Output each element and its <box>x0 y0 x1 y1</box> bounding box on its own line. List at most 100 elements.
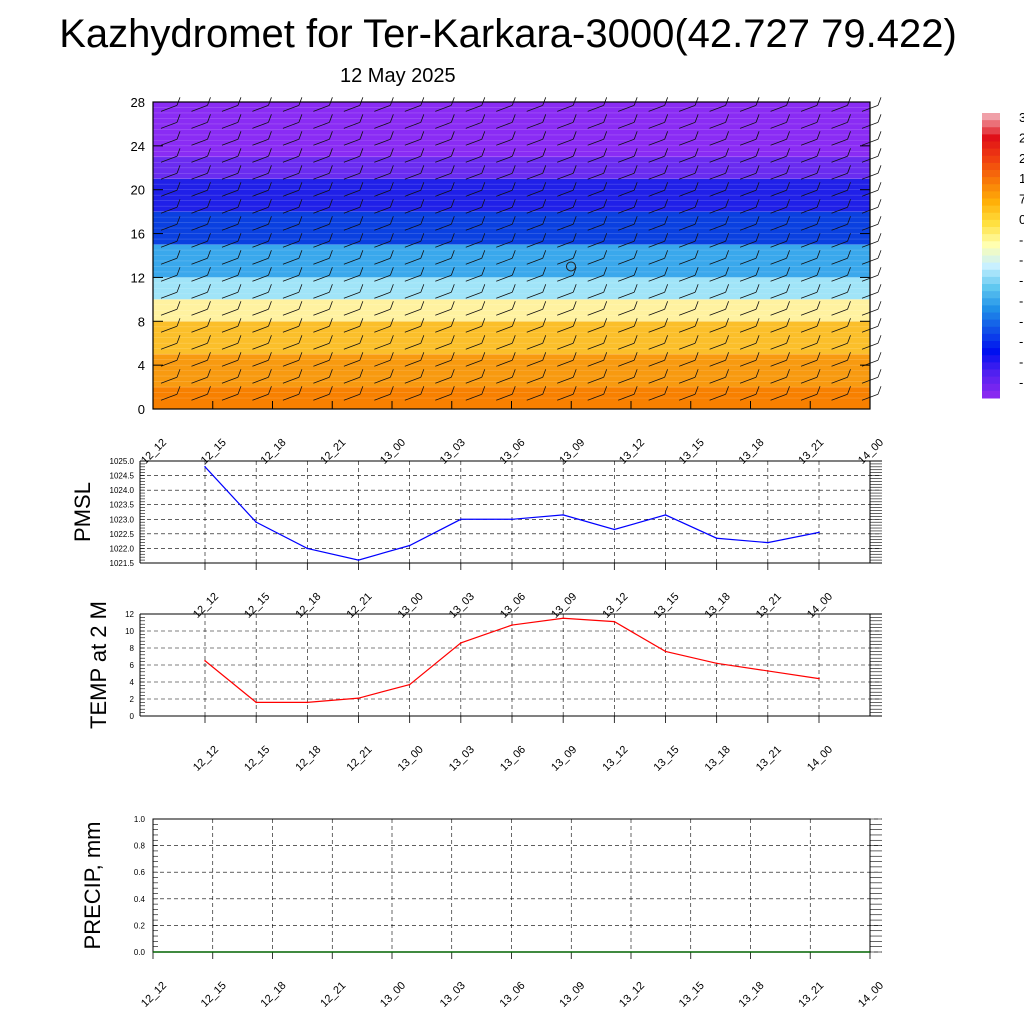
wind-barb-flag <box>207 131 211 140</box>
wind-barb-flag <box>481 284 486 293</box>
wind-barb-flag <box>664 182 669 191</box>
wind-barb-flag <box>268 216 272 225</box>
wind-barb <box>648 308 665 316</box>
wind-barb-flag <box>694 335 699 344</box>
wind-barb-flag <box>633 318 638 327</box>
wind-barb-flag <box>450 250 455 259</box>
wind-barb-flag <box>755 335 760 344</box>
wind-barb-flag <box>298 301 303 310</box>
colorbar-label: - <box>1019 375 1023 390</box>
wind-barb <box>404 121 421 129</box>
colorbar-label: - <box>1019 334 1023 349</box>
wind-barb <box>160 121 178 129</box>
wind-barb <box>739 104 757 112</box>
wind-barb-flag <box>420 148 425 157</box>
wind-barb <box>313 223 330 231</box>
wind-barb-flag <box>816 250 821 259</box>
wind-barb <box>496 342 513 350</box>
wind-barb <box>587 121 604 129</box>
y-tick-label: 1021.5 <box>110 559 135 568</box>
wind-barb <box>678 291 696 299</box>
colorbar: 3 2 2 1 7 0 - - - - - - - - <box>982 110 1024 399</box>
wind-barb-flag <box>603 97 608 106</box>
wind-barb <box>678 223 696 231</box>
wind-barb-flag <box>542 301 547 310</box>
wind-barb <box>282 189 300 197</box>
x-tick-label: 12_18 <box>259 437 289 467</box>
wind-barb <box>557 240 574 248</box>
x-tick-label: 12_15 <box>242 591 272 621</box>
wind-barb <box>221 172 239 180</box>
wind-barb <box>709 342 726 350</box>
wind-barb <box>618 223 635 231</box>
wind-barb-flag <box>877 352 882 361</box>
precip-panel: 0.0 0.2 0.4 0.6 0.8 1.0 12_12 12_15 12_18 12_21 13… <box>80 815 886 1010</box>
wind-barb-flag <box>511 165 516 174</box>
wind-barb <box>739 325 757 333</box>
wind-barb <box>343 172 361 180</box>
y-tick-label: 12 <box>131 270 145 285</box>
wind-barb <box>800 104 818 112</box>
wind-barb-flag <box>481 250 486 259</box>
data-point <box>460 642 462 644</box>
wind-barb <box>800 138 818 146</box>
wind-barb <box>435 189 452 197</box>
wind-barb-flag <box>664 233 669 242</box>
wind-barb <box>618 206 635 214</box>
wind-barb <box>587 308 604 316</box>
wind-barb <box>800 291 818 299</box>
wind-barb-flag <box>420 97 425 106</box>
wind-barb <box>770 359 787 367</box>
wind-barb <box>496 189 513 197</box>
wind-barb-flag <box>786 318 790 327</box>
colorbar-label: 3 <box>1019 110 1024 125</box>
wind-barb-flag <box>176 250 181 259</box>
wind-barb <box>709 206 726 214</box>
y-tick-label: 0.2 <box>134 921 146 930</box>
wind-barb-flag <box>298 114 303 123</box>
wind-barb-flag <box>268 386 272 395</box>
wind-barb <box>313 189 330 197</box>
wind-barb-flag <box>725 131 729 140</box>
wind-barb <box>831 189 848 197</box>
wind-barb-flag <box>664 114 669 123</box>
wind-barb <box>252 240 269 248</box>
wind-barb <box>160 393 178 401</box>
colorbar-label: 0 <box>1019 212 1024 227</box>
x-tick-label: 13_09 <box>549 591 579 621</box>
wind-barb <box>709 274 726 282</box>
wind-barb <box>191 121 208 129</box>
wind-barb <box>191 240 208 248</box>
colorbar-segment <box>982 134 1000 142</box>
wind-barb <box>739 172 757 180</box>
wind-barb-flag <box>420 301 425 310</box>
wind-barb-flag <box>237 97 242 106</box>
x-tick-label: 12_12 <box>139 437 169 467</box>
wind-barb <box>282 393 300 401</box>
wind-barb-flag <box>572 216 577 225</box>
wind-barb-flag <box>816 369 821 378</box>
wind-barb-flag <box>298 335 303 344</box>
wind-barb <box>648 104 665 112</box>
wind-barb-flag <box>694 216 699 225</box>
wind-barb <box>557 274 574 282</box>
wind-barb <box>709 325 726 333</box>
wind-barb-flag <box>877 386 882 395</box>
wind-barb-flag <box>847 148 851 157</box>
wind-barb <box>557 393 574 401</box>
wind-barb <box>374 359 391 367</box>
wind-barb <box>587 342 604 350</box>
wind-barb <box>435 121 452 129</box>
wind-barb-flag <box>481 301 486 310</box>
wind-barb <box>831 138 848 146</box>
colorbar-segment <box>982 305 1000 313</box>
wind-barb-flag <box>268 148 272 157</box>
wind-barb <box>313 342 330 350</box>
wind-barb-flag <box>268 114 272 123</box>
wind-barb-flag <box>786 97 790 106</box>
wind-barb-flag <box>420 182 425 191</box>
wind-barb-flag <box>847 182 851 191</box>
wind-barb <box>770 172 787 180</box>
colorbar-segment <box>982 184 1000 192</box>
wind-barb-flag <box>725 114 729 123</box>
